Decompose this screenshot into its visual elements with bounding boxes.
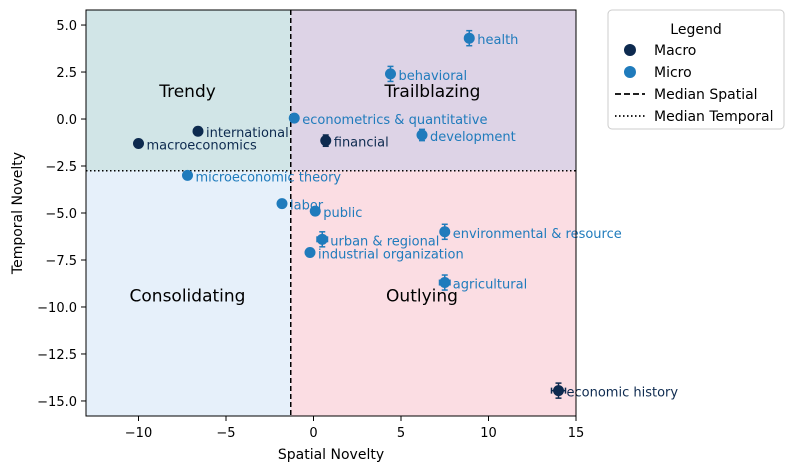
data-point-development: development xyxy=(416,128,516,145)
data-point-behavioral: behavioral xyxy=(385,65,468,84)
y-tick-label: −2.5 xyxy=(45,160,77,175)
point-label: environmental & resource xyxy=(453,227,622,242)
point-marker xyxy=(553,385,564,397)
point-marker xyxy=(192,125,204,137)
quadrant-labels: Trendy Trailblazing Consolidating Outlying xyxy=(130,82,481,307)
point-marker xyxy=(463,32,475,44)
point-marker xyxy=(276,198,288,210)
quadrant-consolidating xyxy=(86,170,291,416)
legend-title: Legend xyxy=(670,22,721,38)
point-label: development xyxy=(430,130,516,145)
point-marker xyxy=(439,277,451,289)
legend-micro-marker xyxy=(624,66,636,78)
point-label: econometrics & quantitative xyxy=(302,113,487,128)
median-lines xyxy=(86,10,576,416)
quadrant-label-consolidating: Consolidating xyxy=(130,287,246,307)
quadrant-outlying xyxy=(290,170,576,416)
quadrant-trailblazing xyxy=(290,10,576,171)
data-point-environmental-resource: environmental & resource xyxy=(439,223,622,242)
point-marker xyxy=(316,233,328,245)
x-tick-label: 5 xyxy=(397,426,405,441)
point-marker xyxy=(288,112,300,124)
data-point-macroeconomics: macroeconomics xyxy=(133,137,258,153)
point-marker xyxy=(182,169,193,181)
quadrant-label-outlying: Outlying xyxy=(386,287,458,307)
y-tick-label: 5.0 xyxy=(56,19,77,34)
legend-macro-marker xyxy=(624,44,636,56)
point-marker xyxy=(133,137,144,149)
y-tick-label: 2.5 xyxy=(56,66,77,81)
point-label: industrial organization xyxy=(318,247,464,262)
point-marker xyxy=(320,135,332,147)
point-label: economic history xyxy=(567,386,679,401)
data-point-health: health xyxy=(463,29,518,48)
y-axis-label: Temporal Novelty xyxy=(10,152,26,275)
y-tick-label: −5.0 xyxy=(45,207,77,222)
legend-macro-label: Macro xyxy=(654,43,696,59)
point-label: microeconomic theory xyxy=(196,170,342,185)
point-label: macroeconomics xyxy=(147,138,258,153)
legend-median-spatial-label: Median Spatial xyxy=(654,87,758,103)
y-tick-label: 0.0 xyxy=(56,113,77,128)
point-marker xyxy=(416,129,428,141)
y-tick-label: −15.0 xyxy=(37,395,77,410)
point-marker xyxy=(439,226,451,238)
x-tick-label: 0 xyxy=(309,426,317,441)
data-point-industrial-organization: industrial organization xyxy=(304,246,464,262)
axes: −10 −5 0 5 10 15 5.0 2.5 0.0 −2.5 −5.0 −7.5 −10.0 −12… xyxy=(37,9,585,441)
y-tick-label: −12.5 xyxy=(37,348,77,363)
data-point-international: international xyxy=(192,125,289,141)
x-axis-label: Spatial Novelty xyxy=(278,447,384,463)
data-point-agricultural: agricultural xyxy=(438,274,527,293)
point-label: public xyxy=(323,206,362,221)
legend-frame xyxy=(607,9,785,130)
x-tick-label: −10 xyxy=(125,426,152,441)
point-label: international xyxy=(206,126,289,141)
data-point-urban-regional: urban & regional xyxy=(316,231,439,249)
point-marker xyxy=(385,68,396,80)
point-label: financial xyxy=(334,136,389,151)
point-marker xyxy=(309,205,321,217)
quadrant-backgrounds xyxy=(86,10,576,416)
y-tick-label: −10.0 xyxy=(37,301,77,316)
x-tick-label: 10 xyxy=(480,426,497,441)
x-tick-label: −5 xyxy=(216,426,235,441)
data-point-financial: financial xyxy=(320,134,389,151)
point-label: urban & regional xyxy=(330,234,439,249)
legend: Legend Macro Micro Median Spatial Median… xyxy=(607,9,785,130)
x-tick-label: 15 xyxy=(568,426,585,441)
y-tick-label: −7.5 xyxy=(45,254,77,269)
data-point-economic-history: economic history xyxy=(550,382,679,401)
point-label: health xyxy=(477,33,518,48)
data-point-econometrics-quantitative: econometrics & quantitative xyxy=(288,112,487,128)
data-point-public: public xyxy=(309,205,362,221)
quadrant-label-trailblazing: Trailblazing xyxy=(384,82,481,102)
point-label: agricultural xyxy=(453,278,527,293)
data-point-microeconomic-theory: microeconomic theory xyxy=(182,169,342,185)
legend-median-temporal-label: Median Temporal xyxy=(654,109,773,125)
quadrant-trendy xyxy=(86,10,291,171)
quadrant-label-trendy: Trendy xyxy=(158,82,216,102)
point-marker xyxy=(304,246,316,258)
legend-micro-label: Micro xyxy=(654,65,692,81)
point-label: behavioral xyxy=(399,69,468,84)
